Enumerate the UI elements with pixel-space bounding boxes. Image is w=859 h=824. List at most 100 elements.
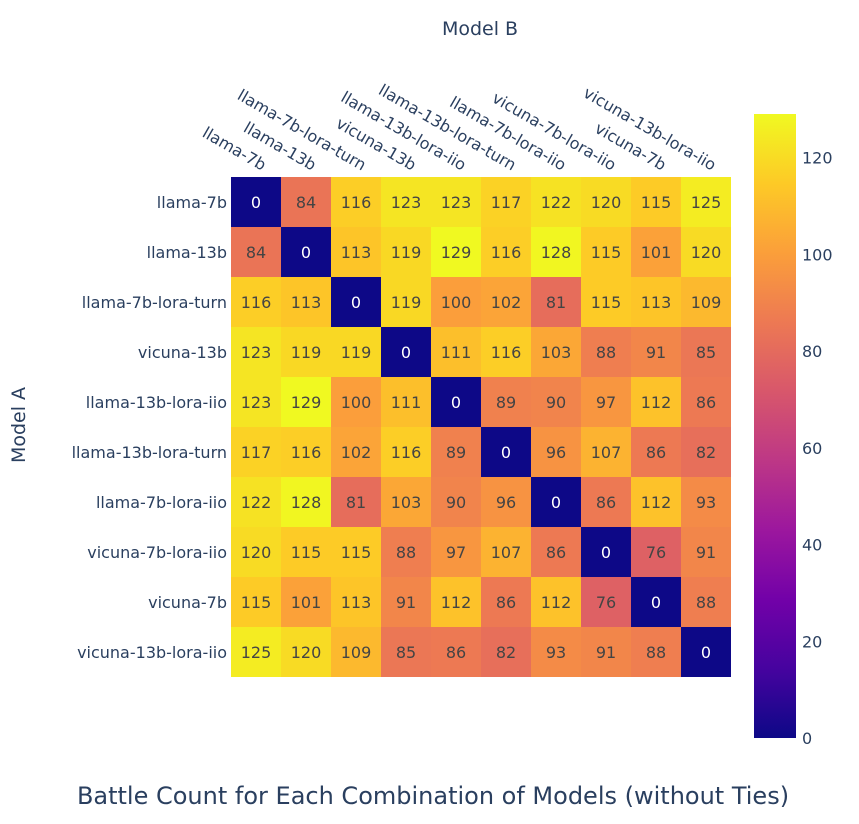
heatmap-cell-label: 123 <box>241 393 272 412</box>
heatmap-cell-label: 113 <box>291 293 322 312</box>
y-axis-title: Model A <box>8 387 30 463</box>
heatmap-cell <box>531 627 581 677</box>
heatmap-cell <box>581 377 631 427</box>
heatmap-cell-label: 116 <box>491 243 522 262</box>
heatmap-cell-label: 0 <box>301 243 311 262</box>
heatmap-cell-labels: 0 84 116 123 123 117 122 120 115 125 84 0 113 119 129 1… <box>241 193 722 662</box>
heatmap-cell-label: 101 <box>641 243 672 262</box>
heatmap-cell <box>681 227 731 277</box>
y-axis-tick-label: vicuna-13b <box>138 343 227 362</box>
heatmap-cell <box>381 277 431 327</box>
heatmap-cell-label: 120 <box>241 543 272 562</box>
y-axis-tick-label: llama-7b <box>157 193 227 212</box>
heatmap-cell <box>381 627 431 677</box>
heatmap-cell-label: 89 <box>496 393 516 412</box>
heatmap-cell <box>231 427 281 477</box>
heatmap-cell-label: 111 <box>391 393 422 412</box>
heatmap-cell-label: 88 <box>396 543 416 562</box>
heatmap-cell-label: 0 <box>551 493 561 512</box>
heatmap-cell <box>381 377 431 427</box>
heatmap-cell <box>531 327 581 377</box>
heatmap-cell <box>631 577 681 627</box>
heatmap-cell <box>281 527 331 577</box>
heatmap-cell <box>331 177 381 227</box>
x-axis-title: Model B <box>442 18 518 40</box>
heatmap-cell-label: 123 <box>441 193 472 212</box>
heatmap-cell-label: 86 <box>446 643 466 662</box>
heatmap-cell <box>381 327 431 377</box>
heatmap-cell <box>581 627 631 677</box>
heatmap-cell <box>381 177 431 227</box>
heatmap-cell-label: 119 <box>291 343 322 362</box>
heatmap-cell <box>281 377 331 427</box>
heatmap-cell <box>331 627 381 677</box>
heatmap-cell <box>631 327 681 377</box>
heatmap-cell <box>581 577 631 627</box>
y-axis-tick-label: llama-13b-lora-turn <box>72 443 227 462</box>
heatmap-cell-label: 96 <box>546 443 566 462</box>
y-axis-tick-label: vicuna-13b-lora-iio <box>77 643 227 662</box>
heatmap-cell <box>631 377 681 427</box>
heatmap-cell <box>331 277 381 327</box>
heatmap-cell <box>681 577 731 627</box>
heatmap-cell-label: 112 <box>541 593 572 612</box>
heatmap-cell <box>581 477 631 527</box>
heatmap-cell-label: 91 <box>596 643 616 662</box>
heatmap-cell-label: 109 <box>691 293 722 312</box>
colorbar-tick-label: 60 <box>802 439 822 458</box>
heatmap-cell <box>231 627 281 677</box>
heatmap-cell-label: 112 <box>641 393 672 412</box>
heatmap-cell-label: 115 <box>591 243 622 262</box>
heatmap-cell-label: 128 <box>291 493 322 512</box>
chart-title: Battle Count for Each Combination of Mod… <box>77 782 789 810</box>
heatmap-cell <box>231 377 281 427</box>
x-axis-tick-labels: llama-7bllama-13bllama-7b-lora-turnvicun… <box>199 80 719 174</box>
y-axis-tick-labels: llama-7b llama-13b llama-7b-lora-turn vicun… <box>72 193 227 662</box>
colorbar-tick-label: 120 <box>802 149 833 168</box>
heatmap-cell <box>481 277 531 327</box>
heatmap-cell-label: 122 <box>541 193 572 212</box>
heatmap-cell <box>631 627 681 677</box>
heatmap-cell <box>631 177 681 227</box>
heatmap-cell <box>281 627 331 677</box>
heatmap-cell <box>281 177 331 227</box>
heatmap-cell <box>631 427 681 477</box>
heatmap-cell-label: 113 <box>641 293 672 312</box>
heatmap-cell-label: 107 <box>591 443 622 462</box>
heatmap-cell <box>431 477 481 527</box>
heatmap-cell-label: 112 <box>441 593 472 612</box>
heatmap-cell-label: 81 <box>546 293 566 312</box>
heatmap-cell <box>481 177 531 227</box>
heatmap-cell-label: 120 <box>691 243 722 262</box>
heatmap-cell-label: 0 <box>651 593 661 612</box>
heatmap-cell <box>531 227 581 277</box>
heatmap-cell <box>281 427 331 477</box>
heatmap-cell-label: 116 <box>291 443 322 462</box>
heatmap-cell-label: 129 <box>291 393 322 412</box>
heatmap-cell-label: 128 <box>541 243 572 262</box>
heatmap-cell <box>331 477 381 527</box>
heatmap-cell <box>531 377 581 427</box>
heatmap-cell-label: 0 <box>451 393 461 412</box>
heatmap-cell-label: 0 <box>251 193 261 212</box>
heatmap-cell <box>431 327 481 377</box>
heatmap-cell-label: 107 <box>491 543 522 562</box>
heatmap-cell-label: 86 <box>646 443 666 462</box>
heatmap-cell <box>431 277 481 327</box>
heatmap-cell-label: 91 <box>646 343 666 362</box>
heatmap-cell <box>481 477 531 527</box>
heatmap-cell-label: 76 <box>646 543 666 562</box>
heatmap-cell <box>381 477 431 527</box>
heatmap-cell <box>431 427 481 477</box>
heatmap-cell <box>331 577 381 627</box>
heatmap-cell-label: 125 <box>241 643 272 662</box>
colorbar-tick-label: 40 <box>802 536 822 555</box>
heatmap-cell-label: 86 <box>596 493 616 512</box>
heatmap-cell-label: 103 <box>541 343 572 362</box>
y-axis-tick-label: vicuna-7b-lora-iio <box>87 543 227 562</box>
heatmap-cell-label: 119 <box>391 293 422 312</box>
heatmap-cell <box>431 227 481 277</box>
heatmap-cell-label: 122 <box>241 493 272 512</box>
heatmap-cells <box>231 177 731 677</box>
